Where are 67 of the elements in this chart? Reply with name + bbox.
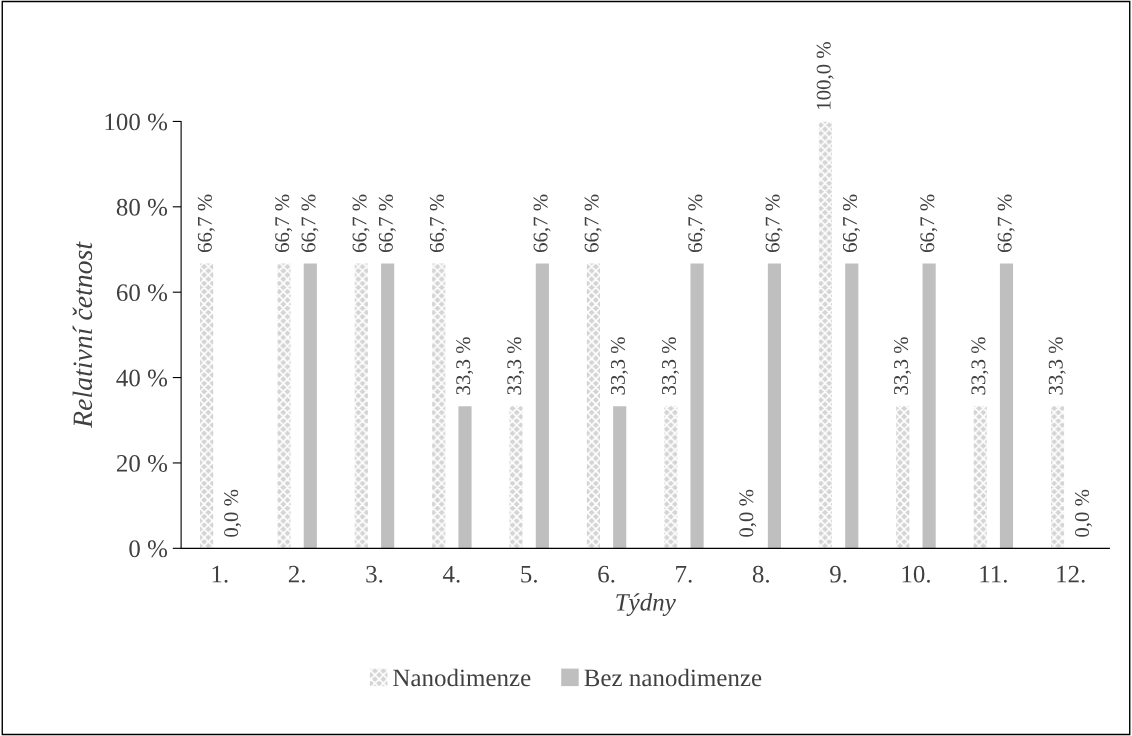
- bar: [896, 406, 910, 549]
- bar: [586, 263, 600, 549]
- x-tick-label: 3.: [366, 565, 383, 583]
- data-label: 66,7 %: [429, 194, 447, 253]
- data-label: 66,7 %: [688, 194, 706, 253]
- x-axis-title: Týdny: [616, 593, 676, 616]
- bar: [458, 406, 472, 549]
- data-label: 100,0 %: [816, 42, 834, 109]
- x-tick-label: 5.: [521, 565, 537, 583]
- data-label: 33,3 %: [1048, 337, 1066, 395]
- data-label: 66,7 %: [352, 194, 370, 253]
- x-tick-label: 12.: [1057, 565, 1085, 583]
- x-tick-label: 4.: [442, 565, 460, 583]
- bar: [690, 263, 704, 549]
- data-label: 66,7 %: [275, 194, 293, 253]
- bar: [613, 406, 627, 549]
- bar: [303, 263, 317, 549]
- bar: [767, 263, 781, 549]
- bar: [664, 406, 678, 549]
- data-label: 0,0 %: [224, 489, 242, 537]
- bar: [381, 263, 395, 549]
- bar: [922, 263, 936, 549]
- x-tick-label: 9.: [830, 565, 847, 583]
- data-label: 66,7 %: [378, 194, 396, 253]
- y-tick-label: 80 %: [116, 198, 168, 216]
- data-label: 33,3 %: [893, 337, 912, 395]
- y-tick-label: 20 %: [116, 454, 168, 472]
- data-label: 66,7 %: [997, 194, 1015, 253]
- x-tick-label: 8.: [752, 565, 769, 583]
- data-label: 0,0 %: [739, 489, 757, 537]
- y-tick-label: 100 %: [105, 113, 168, 131]
- data-label: 66,7 %: [301, 194, 319, 253]
- bar: [200, 263, 214, 549]
- y-tick-label: 40 %: [116, 369, 168, 387]
- x-tick-label: 11.: [980, 565, 1007, 583]
- data-label: 66,7 %: [584, 194, 602, 253]
- x-tick-label: 1.: [212, 565, 228, 583]
- y-axis-title: Relativní četnost: [72, 241, 93, 428]
- legend-label: Bez nanodimenze: [584, 668, 762, 687]
- bar: [432, 263, 446, 549]
- data-label: 0,0 %: [1074, 489, 1093, 537]
- x-tick-label: 10.: [902, 565, 930, 583]
- data-label: 66,7 %: [842, 194, 860, 253]
- data-label: 33,3 %: [456, 337, 474, 395]
- bar: [1050, 406, 1065, 549]
- data-label: 33,3 %: [661, 337, 679, 395]
- x-tick-label: 7.: [676, 565, 692, 583]
- bar: [818, 121, 833, 549]
- bar: [354, 263, 368, 549]
- y-tick-label: 60 %: [116, 284, 168, 302]
- y-tick-label: 0 %: [129, 540, 168, 558]
- bar: [535, 263, 549, 549]
- data-label: 66,7 %: [765, 194, 783, 253]
- bar: [277, 263, 291, 549]
- bar: [509, 406, 523, 549]
- data-label: 33,3 %: [507, 337, 525, 395]
- data-label: 66,7 %: [533, 194, 551, 253]
- data-label: 66,7 %: [197, 194, 215, 253]
- bar: [973, 406, 987, 549]
- bar: [999, 263, 1014, 549]
- x-tick-label: 2.: [288, 565, 305, 583]
- data-label: 33,3 %: [610, 337, 628, 395]
- data-label: 33,3 %: [971, 337, 989, 395]
- data-label: 66,7 %: [920, 194, 938, 253]
- x-tick-label: 6.: [598, 565, 615, 583]
- legend-label: Nanodimenze: [393, 668, 531, 687]
- bar: [845, 263, 859, 549]
